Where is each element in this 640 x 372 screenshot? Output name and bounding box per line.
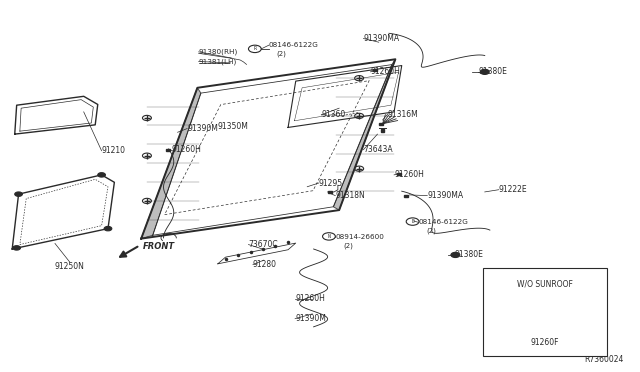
Bar bbox=[404, 195, 408, 197]
Polygon shape bbox=[141, 88, 201, 238]
Text: 91316M: 91316M bbox=[388, 110, 419, 119]
Text: W/O SUNROOF: W/O SUNROOF bbox=[517, 275, 573, 284]
Bar bbox=[483, 267, 607, 356]
Text: 91260H: 91260H bbox=[371, 67, 401, 76]
Text: 91260F: 91260F bbox=[531, 338, 559, 347]
Text: 91390MA: 91390MA bbox=[364, 34, 399, 43]
Text: 91260H: 91260H bbox=[394, 170, 424, 179]
Bar bbox=[381, 129, 385, 132]
Text: 08146-6122G: 08146-6122G bbox=[269, 42, 319, 48]
Circle shape bbox=[15, 192, 22, 196]
Text: 08914-26600: 08914-26600 bbox=[335, 234, 384, 240]
Text: R: R bbox=[253, 46, 256, 51]
Text: 91280: 91280 bbox=[253, 260, 277, 269]
Text: 91381(LH): 91381(LH) bbox=[198, 58, 237, 65]
Text: 73643A: 73643A bbox=[364, 145, 393, 154]
Circle shape bbox=[539, 308, 552, 316]
Text: 91250N: 91250N bbox=[55, 262, 84, 271]
Circle shape bbox=[480, 69, 489, 74]
Text: 91380E: 91380E bbox=[454, 250, 483, 259]
Text: 91295: 91295 bbox=[319, 179, 343, 187]
Text: D: D bbox=[411, 219, 414, 224]
Circle shape bbox=[98, 173, 106, 177]
Bar bbox=[397, 173, 401, 175]
Circle shape bbox=[13, 246, 20, 250]
Text: 91360: 91360 bbox=[321, 110, 346, 119]
Text: R7360024: R7360024 bbox=[584, 355, 623, 364]
Text: 91260F: 91260F bbox=[520, 330, 548, 339]
Circle shape bbox=[104, 227, 112, 231]
Text: 91350M: 91350M bbox=[218, 122, 249, 131]
Text: N: N bbox=[328, 234, 330, 239]
Text: 91390M: 91390M bbox=[295, 314, 326, 323]
Text: W/O SUNROOF: W/O SUNROOF bbox=[517, 279, 573, 288]
Text: 91260H: 91260H bbox=[172, 145, 202, 154]
Text: 08146-6122G: 08146-6122G bbox=[419, 219, 468, 225]
Text: 91390MA: 91390MA bbox=[428, 191, 463, 200]
Polygon shape bbox=[333, 59, 396, 210]
Bar bbox=[166, 148, 170, 151]
Text: (2): (2) bbox=[343, 243, 353, 249]
Text: 73670C: 73670C bbox=[248, 240, 278, 249]
Text: 91318N: 91318N bbox=[335, 191, 365, 200]
Text: 91260H: 91260H bbox=[295, 294, 325, 303]
Text: 91222E: 91222E bbox=[499, 185, 527, 194]
Text: 91380E: 91380E bbox=[478, 67, 508, 76]
Text: 91210: 91210 bbox=[102, 146, 125, 155]
Circle shape bbox=[451, 252, 460, 257]
Text: 91390M: 91390M bbox=[187, 124, 218, 133]
Text: 91380(RH): 91380(RH) bbox=[198, 49, 238, 55]
Bar bbox=[380, 123, 383, 125]
Bar bbox=[373, 69, 377, 71]
Text: (2): (2) bbox=[276, 51, 287, 57]
Text: (2): (2) bbox=[426, 228, 436, 234]
Bar bbox=[328, 191, 332, 193]
Text: FRONT: FRONT bbox=[143, 241, 175, 250]
